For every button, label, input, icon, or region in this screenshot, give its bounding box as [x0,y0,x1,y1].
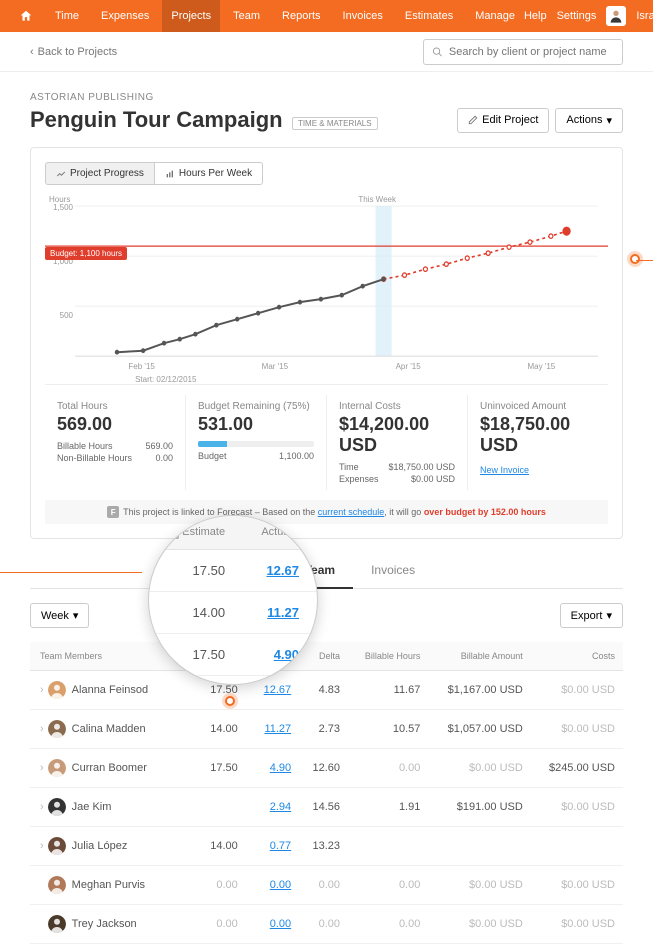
tab-hours-per-week[interactable]: Hours Per Week [154,162,263,185]
table-row[interactable]: ›Trey Jackson 0.00 0.00 0.00 0.00 $0.00 … [30,905,623,944]
search-input[interactable] [449,46,614,58]
bar-chart-icon [165,169,175,179]
line-chart-icon [56,169,66,179]
pencil-icon [468,115,478,125]
nav-reports[interactable]: Reports [273,0,330,32]
forecast-icon: F [107,506,119,518]
user-avatar[interactable] [606,6,626,26]
search-box[interactable] [423,39,623,65]
annotation-dot [630,254,640,264]
nav-manage[interactable]: Manage [466,0,524,32]
annotation-dot-2 [225,696,235,706]
magnifier-callout: FEstimateActual ▴ 17.5012.6714.0011.2717… [148,515,318,685]
stat-budget: Budget Remaining (75%) 531.00 Budget1,10… [186,395,327,490]
edit-project-button[interactable]: Edit Project [457,108,549,133]
col-delta[interactable]: Delta [299,642,348,671]
table-row[interactable]: ›Julia López 14.00 0.77 13.23 [30,827,623,866]
team-table: Team Members FEstimate Actual ▴ Delta Bi… [30,642,623,944]
search-icon [432,46,443,58]
table-row[interactable]: ›Meghan Purvis 0.00 0.00 0.00 0.00 $0.00… [30,866,623,905]
nav-home[interactable] [10,0,42,32]
nav-time[interactable]: Time [46,0,88,32]
table-row[interactable]: ›Alanna Feinsod 17.50 12.67 4.83 11.67 $… [30,671,623,710]
project-title: Penguin Tour Campaign [30,107,283,132]
topbar: TimeExpensesProjectsTeamReportsInvoicesE… [0,0,653,32]
table-row[interactable]: ›Curran Boomer 17.50 4.90 12.60 0.00 $0.… [30,749,623,788]
nav-projects[interactable]: Projects [162,0,220,32]
table-row[interactable]: ›Jae Kim 2.94 14.56 1.91 $191.00 USD $0.… [30,788,623,827]
nav-estimates[interactable]: Estimates [396,0,462,32]
settings-link[interactable]: Settings [557,10,597,22]
time-materials-badge: TIME & MATERIALS [292,117,378,130]
annotation-line-2 [0,572,142,573]
col-billable-amt[interactable]: Billable Amount [428,642,530,671]
back-to-projects[interactable]: ‹Back to Projects [30,46,117,58]
export-dropdown[interactable]: Export ▾ [560,603,623,628]
tab-invoices[interactable]: Invoices [353,553,433,588]
progress-chart: Hours 1,500 1,000 500 This Week Budget: … [45,195,608,385]
project-summary-card: Project Progress Hours Per Week Hours 1,… [30,147,623,539]
col-costs[interactable]: Costs [531,642,623,671]
nav-invoices[interactable]: Invoices [334,0,392,32]
stat-uninvoiced: Uninvoiced Amount $18,750.00 USD New Inv… [468,395,608,490]
tab-project-progress[interactable]: Project Progress [45,162,155,185]
client-name: ASTORIAN PUBLISHING [30,92,623,103]
forecast-note: F This project is linked to Forecast – B… [45,500,608,524]
new-invoice-link[interactable]: New Invoice [480,465,529,475]
nav-team[interactable]: Team [224,0,269,32]
week-dropdown[interactable]: Week ▾ [30,603,89,628]
col-billable[interactable]: Billable Hours [348,642,428,671]
stat-total-hours: Total Hours 569.00 Billable Hours569.00 … [45,395,186,490]
help-link[interactable]: Help [524,10,547,22]
current-schedule-link[interactable]: current schedule [318,507,385,517]
nav-expenses[interactable]: Expenses [92,0,158,32]
col-members[interactable]: Team Members [30,642,172,671]
annotation-line [636,260,653,261]
stat-internal-costs: Internal Costs $14,200.00 USD Time$18,75… [327,395,468,490]
budget-badge: Budget: 1,100 hours [45,247,127,260]
table-row[interactable]: ›Calina Madden 14.00 11.27 2.73 10.57 $1… [30,710,623,749]
actions-button[interactable]: Actions ▾ [555,108,623,133]
user-menu[interactable]: Israel ▾ [636,10,653,23]
